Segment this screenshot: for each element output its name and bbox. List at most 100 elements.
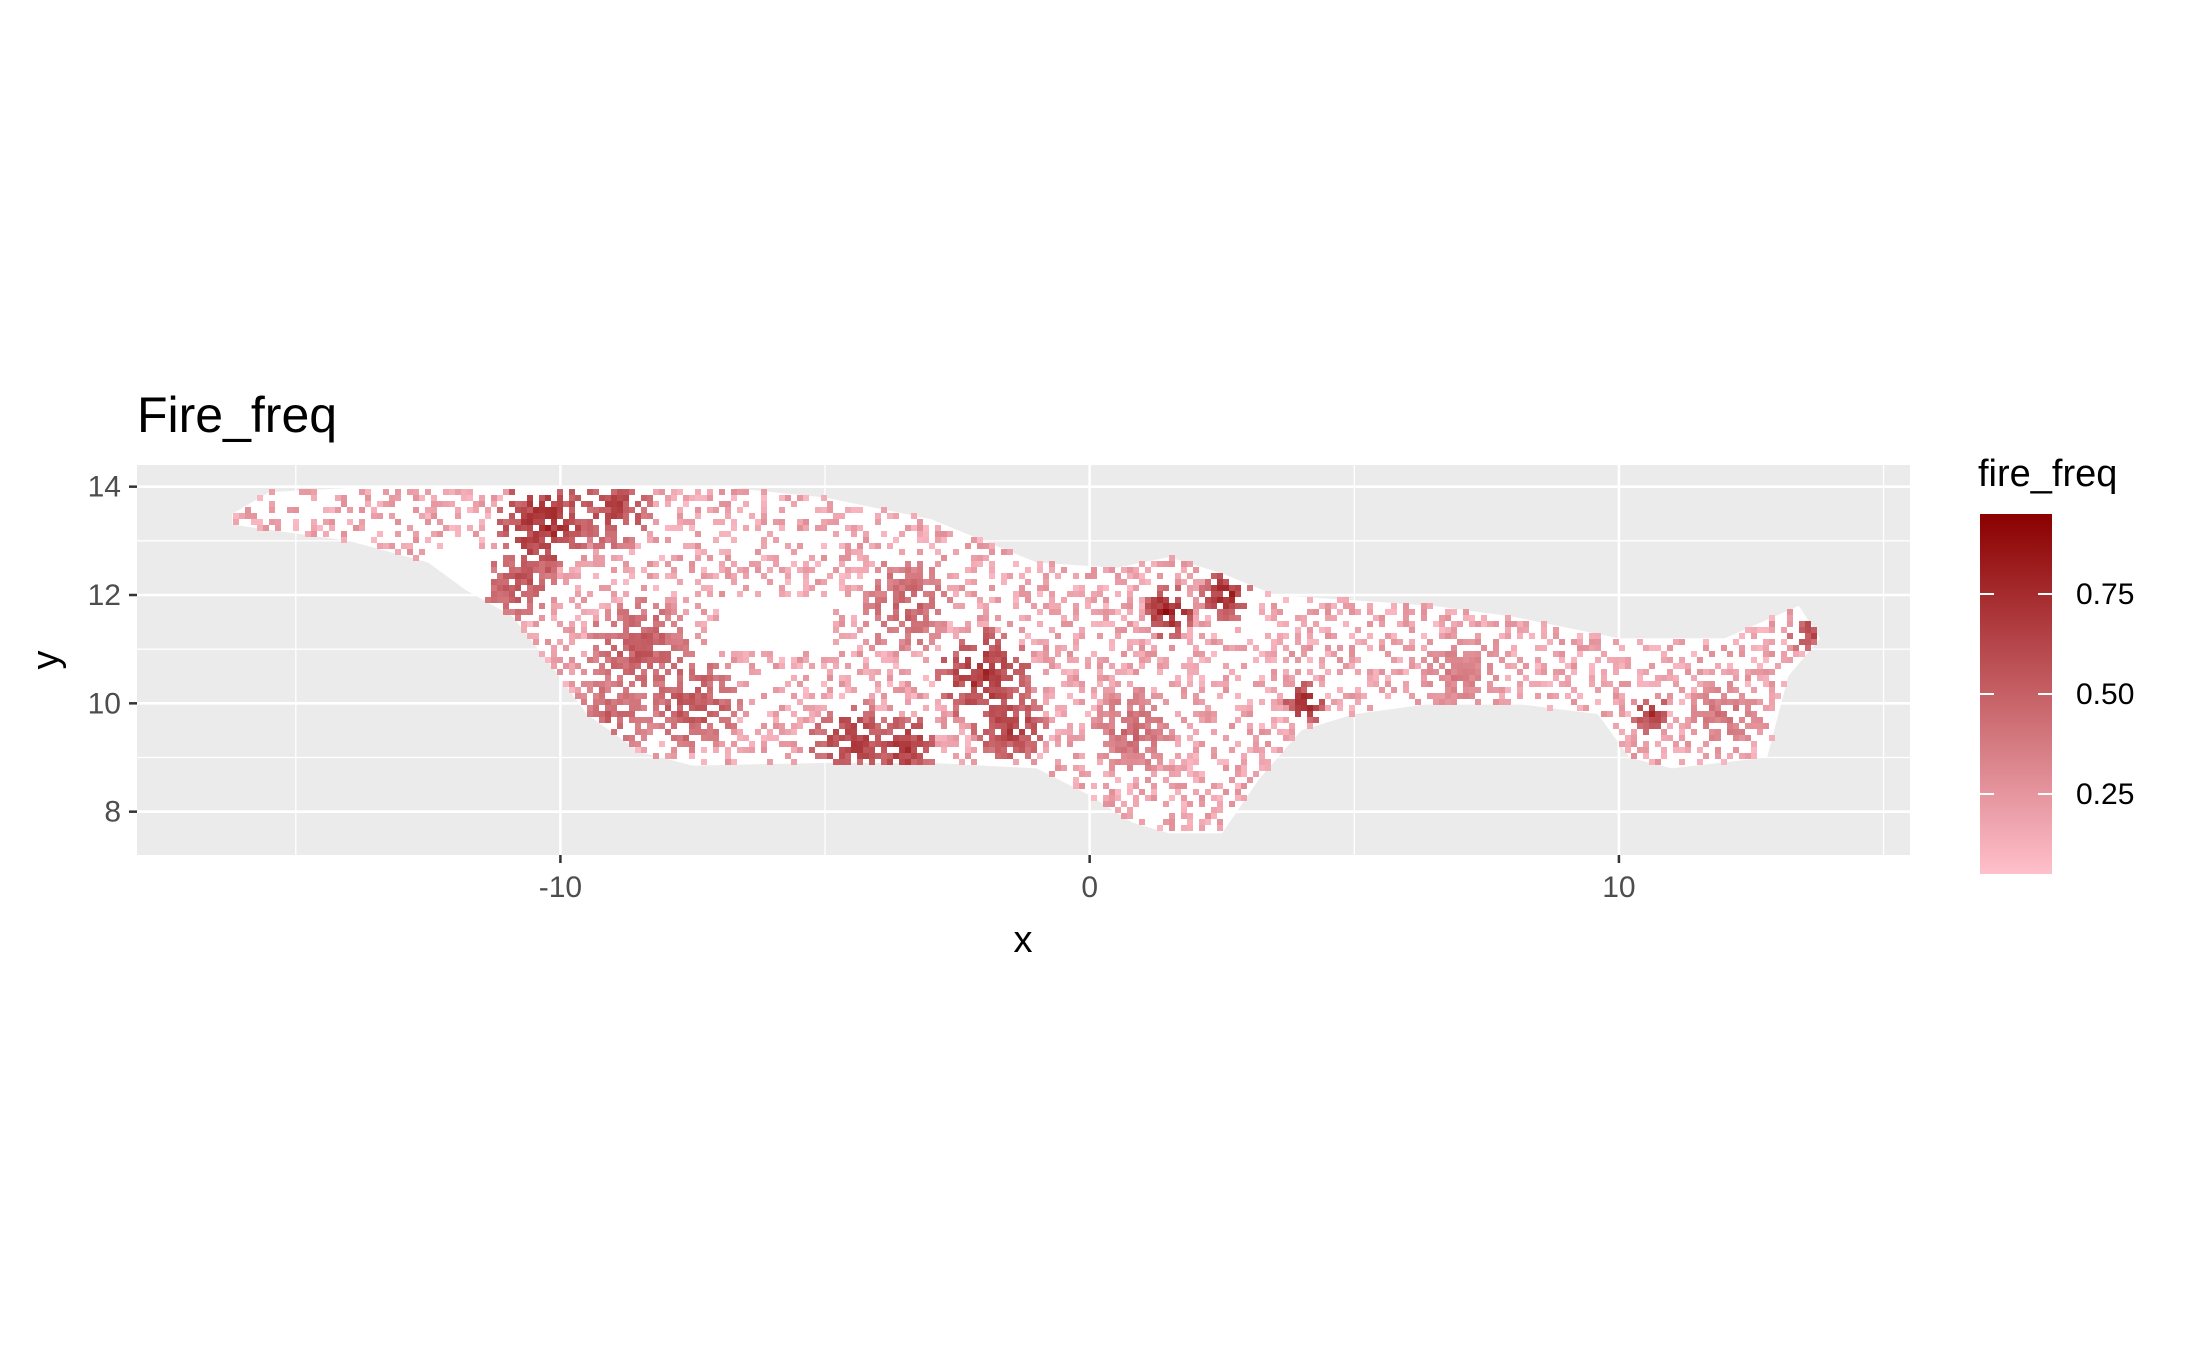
raster-cell <box>821 543 827 549</box>
raster-cell <box>1205 579 1211 585</box>
raster-cell <box>425 513 431 519</box>
raster-cell <box>1223 687 1229 693</box>
raster-cell <box>605 615 611 621</box>
raster-cell <box>773 663 779 669</box>
raster-cell <box>719 489 725 495</box>
raster-cell <box>917 525 923 531</box>
raster-cell <box>1619 699 1625 705</box>
raster-cell <box>515 537 521 543</box>
raster-cell <box>1223 579 1229 585</box>
raster-cell <box>1295 639 1301 645</box>
raster-cell <box>1145 729 1151 735</box>
raster-cell <box>617 597 623 603</box>
raster-cell <box>569 567 575 573</box>
raster-cell <box>1199 603 1205 609</box>
raster-cell <box>1223 759 1229 765</box>
raster-cell <box>1463 639 1469 645</box>
raster-cell <box>647 573 653 579</box>
raster-cell <box>1181 717 1187 723</box>
raster-cell <box>893 717 899 723</box>
raster-cell <box>1139 597 1145 603</box>
raster-cell <box>773 537 779 543</box>
raster-cell <box>1679 639 1685 645</box>
raster-cell <box>629 651 635 657</box>
raster-cell <box>1811 639 1817 645</box>
raster-cell <box>809 717 815 723</box>
raster-cell <box>527 609 533 615</box>
raster-cell <box>797 525 803 531</box>
raster-cell <box>557 513 563 519</box>
raster-cell <box>1127 765 1133 771</box>
raster-cell <box>677 699 683 705</box>
raster-cell <box>893 663 899 669</box>
raster-cell <box>1007 723 1013 729</box>
raster-cell <box>1151 651 1157 657</box>
raster-cell <box>677 675 683 681</box>
raster-cell <box>611 567 617 573</box>
raster-cell <box>725 723 731 729</box>
raster-cell <box>1205 717 1211 723</box>
raster-cell <box>509 567 515 573</box>
raster-cell <box>1325 693 1331 699</box>
raster-cell <box>1205 813 1211 819</box>
raster-cell <box>863 597 869 603</box>
raster-cell <box>953 753 959 759</box>
raster-cell <box>1157 717 1163 723</box>
raster-cell <box>695 675 701 681</box>
raster-cell <box>1661 735 1667 741</box>
raster-cell <box>1661 729 1667 735</box>
raster-cell <box>989 693 995 699</box>
raster-cell <box>1223 681 1229 687</box>
raster-cell <box>515 585 521 591</box>
raster-cell <box>707 507 713 513</box>
raster-cell <box>1433 651 1439 657</box>
raster-cell <box>659 687 665 693</box>
raster-cell <box>491 579 497 585</box>
raster-cell <box>971 561 977 567</box>
raster-cell <box>881 759 887 765</box>
raster-cell <box>815 561 821 567</box>
raster-cell <box>1211 573 1217 579</box>
raster-cell <box>533 519 539 525</box>
raster-cell <box>1643 747 1649 753</box>
raster-cell <box>1433 693 1439 699</box>
raster-cell <box>1151 561 1157 567</box>
raster-cell <box>437 519 443 525</box>
raster-cell <box>773 735 779 741</box>
raster-cell <box>797 495 803 501</box>
raster-cell <box>749 669 755 675</box>
raster-cell <box>1553 675 1559 681</box>
raster-cell <box>725 567 731 573</box>
raster-cell <box>893 627 899 633</box>
raster-cell <box>1427 669 1433 675</box>
raster-cell <box>1805 621 1811 627</box>
raster-cell <box>1343 693 1349 699</box>
raster-cell <box>569 663 575 669</box>
raster-cell <box>929 597 935 603</box>
raster-cell <box>1337 669 1343 675</box>
raster-cell <box>701 627 707 633</box>
raster-cell <box>293 525 299 531</box>
raster-cell <box>695 543 701 549</box>
raster-cell <box>1733 699 1739 705</box>
raster-cell <box>503 609 509 615</box>
raster-cell <box>851 507 857 513</box>
raster-cell <box>473 507 479 513</box>
raster-cell <box>1175 597 1181 603</box>
raster-cell <box>1241 753 1247 759</box>
raster-cell <box>1103 693 1109 699</box>
raster-cell <box>1457 639 1463 645</box>
raster-cell <box>797 663 803 669</box>
raster-cell <box>989 675 995 681</box>
raster-cell <box>1157 657 1163 663</box>
raster-cell <box>1517 687 1523 693</box>
raster-cell <box>635 741 641 747</box>
raster-cell <box>737 507 743 513</box>
raster-cell <box>1115 699 1121 705</box>
raster-cell <box>587 525 593 531</box>
raster-cell <box>611 579 617 585</box>
raster-cell <box>905 699 911 705</box>
raster-cell <box>935 579 941 585</box>
raster-cell <box>971 699 977 705</box>
raster-cell <box>665 525 671 531</box>
